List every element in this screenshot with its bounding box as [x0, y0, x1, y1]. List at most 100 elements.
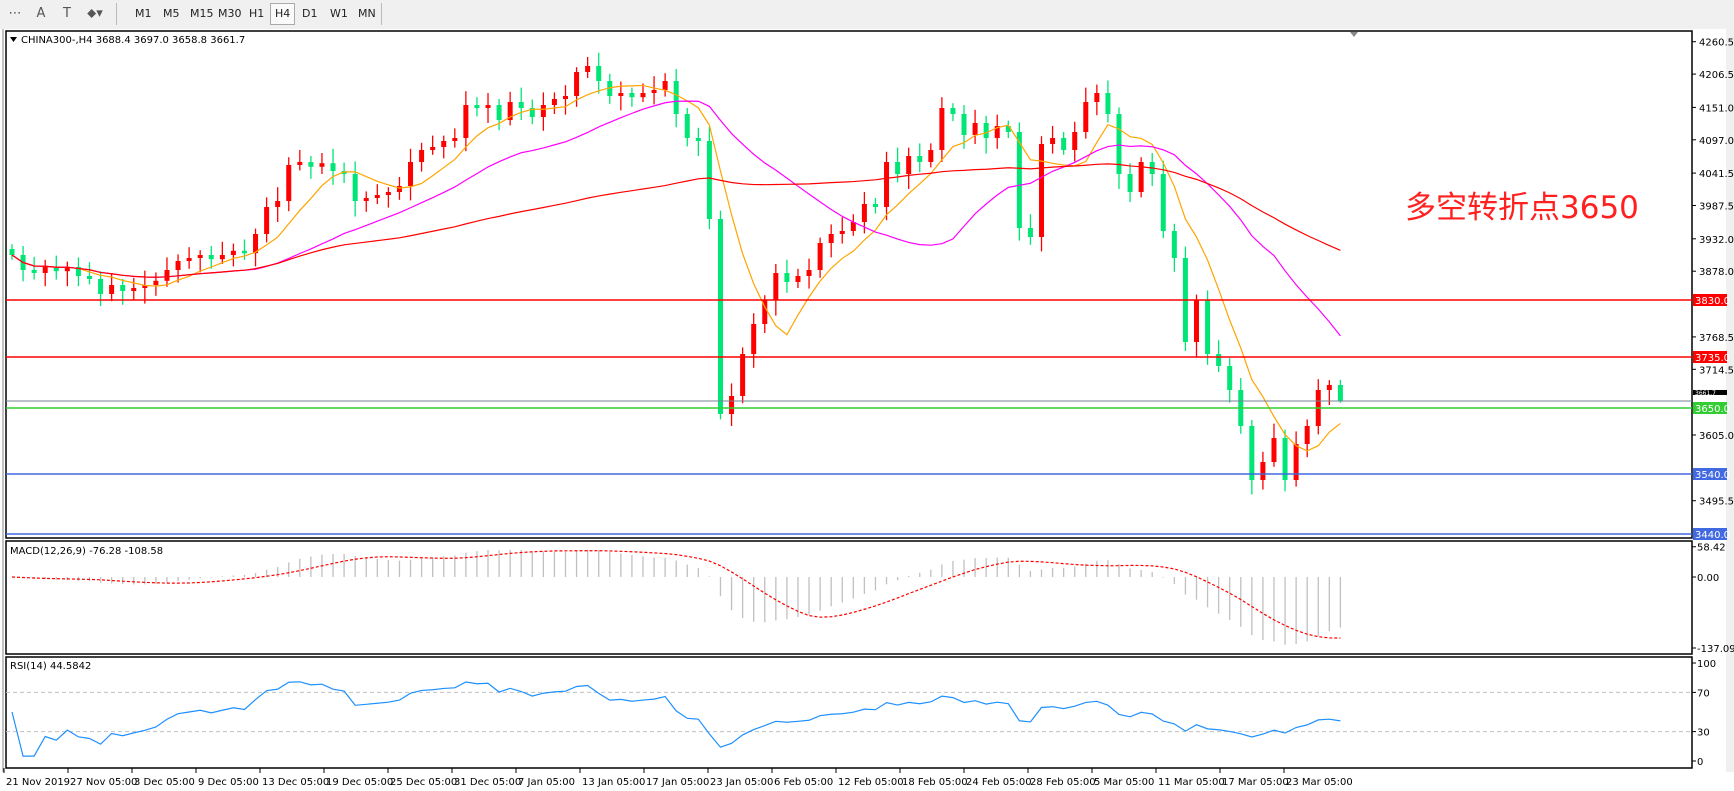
macd-pane[interactable]: [5, 540, 1693, 655]
candle-body: [740, 354, 746, 396]
time-label: 5 Mar 05:00: [1094, 777, 1154, 788]
candle-body: [950, 108, 956, 114]
ma-fast-line: [11, 84, 1341, 452]
candle-body: [906, 156, 912, 174]
price-tick-label: 4206.5: [1699, 70, 1734, 81]
time-label: 23 Jan 05:00: [710, 777, 773, 788]
candle: [817, 237, 823, 278]
timeframe-m30-button[interactable]: M30: [218, 7, 242, 20]
time-label: 11 Mar 05:00: [1158, 777, 1225, 788]
candle: [297, 150, 303, 171]
candle-body: [961, 114, 967, 135]
candle-body: [374, 195, 380, 198]
time-label: 17 Jan 05:00: [646, 777, 709, 788]
candle-body: [895, 162, 901, 174]
candle: [563, 85, 568, 115]
candle: [939, 97, 945, 162]
timeframe-h4-button[interactable]: H4: [270, 3, 296, 25]
candle: [507, 91, 513, 126]
timeframe-m1-button[interactable]: M1: [135, 7, 152, 20]
candle-body: [208, 255, 214, 260]
candle-body: [275, 201, 281, 207]
candle-body: [917, 156, 923, 162]
candle-body: [1027, 228, 1033, 237]
dropdown-triangle-icon[interactable]: [10, 37, 17, 42]
candle: [884, 151, 890, 221]
text-label-icon[interactable]: T: [63, 6, 71, 21]
candle: [253, 228, 259, 267]
time-label: 13 Dec 05:00: [262, 777, 329, 788]
candle-body: [662, 81, 668, 90]
candle: [651, 76, 657, 105]
candle: [1249, 420, 1255, 495]
annotation-text[interactable]: 多空转折点3650: [1405, 190, 1639, 226]
chart-shift-marker-icon[interactable]: [1350, 32, 1358, 37]
timeframe-mn-button[interactable]: MN: [358, 7, 376, 20]
toolbar-separator: [381, 3, 382, 25]
candle-body: [1293, 444, 1299, 480]
candle-body: [1160, 174, 1166, 231]
main-pane[interactable]: [5, 30, 1693, 539]
candle-body: [1171, 231, 1177, 258]
rsi-line: [11, 681, 1341, 757]
current-price-label: [1693, 389, 1727, 395]
candle-body: [42, 267, 48, 273]
candle-body: [330, 163, 336, 171]
candle-body: [850, 222, 856, 231]
text-icon[interactable]: A: [36, 6, 46, 21]
timeframe-m5-button[interactable]: M5: [163, 7, 180, 20]
candle-body: [1249, 426, 1255, 480]
candle-body: [1337, 384, 1343, 401]
candle-body: [253, 234, 259, 254]
candle-body: [751, 324, 757, 354]
price-tick-label: 3987.5: [1699, 202, 1734, 213]
time-label: 28 Feb 05:00: [1030, 777, 1096, 788]
candle: [186, 247, 192, 269]
candle: [1282, 429, 1288, 492]
rsi-pane[interactable]: [5, 656, 1693, 769]
level-label-bg: [1693, 528, 1727, 540]
candle-body: [861, 204, 867, 222]
candle: [784, 259, 790, 293]
candle-body: [1072, 132, 1078, 150]
fibonacci-fan-icon[interactable]: ⋯: [8, 6, 22, 21]
candle: [1116, 107, 1122, 189]
candle-body: [1005, 126, 1011, 132]
time-label: 7 Jan 05:00: [518, 777, 575, 788]
candle-body: [939, 108, 945, 150]
macd-tick-label: 58.42: [1697, 543, 1726, 554]
candle: [917, 143, 923, 173]
candle-body: [1138, 162, 1144, 192]
timeframe-m15-button[interactable]: M15: [190, 7, 214, 20]
candle-body: [1282, 438, 1288, 480]
candle-body: [1116, 114, 1122, 174]
level-label: 3735.0: [1695, 353, 1730, 364]
candle: [430, 135, 436, 155]
candle: [419, 142, 425, 172]
candle: [1050, 126, 1056, 154]
candle-body: [64, 267, 70, 272]
candle-body: [529, 108, 535, 117]
timeframe-d1-button[interactable]: D1: [302, 7, 318, 20]
candle-body: [264, 207, 270, 234]
candle-body: [142, 285, 148, 288]
candle-body: [496, 105, 502, 120]
macd-label: MACD(12,26,9) -76.28 -108.58: [10, 546, 163, 557]
ma-slow-line: [11, 163, 1341, 278]
candle-body: [286, 165, 292, 201]
candle: [153, 272, 159, 296]
price-tick-label: 3495.5: [1699, 497, 1734, 508]
candle-body: [795, 276, 801, 282]
candle-body: [1127, 174, 1133, 192]
candle: [806, 258, 812, 289]
rsi-label: RSI(14) 44.5842: [10, 661, 91, 672]
timeframe-w1-button[interactable]: W1: [330, 7, 348, 20]
candle-body: [640, 93, 646, 98]
right-border: [1726, 29, 1734, 791]
candle-body: [131, 288, 137, 291]
candle: [1160, 160, 1166, 239]
candle: [230, 243, 236, 267]
timeframe-h1-button[interactable]: H1: [249, 7, 265, 20]
arrows-icon[interactable]: ⬥▾: [87, 6, 103, 21]
